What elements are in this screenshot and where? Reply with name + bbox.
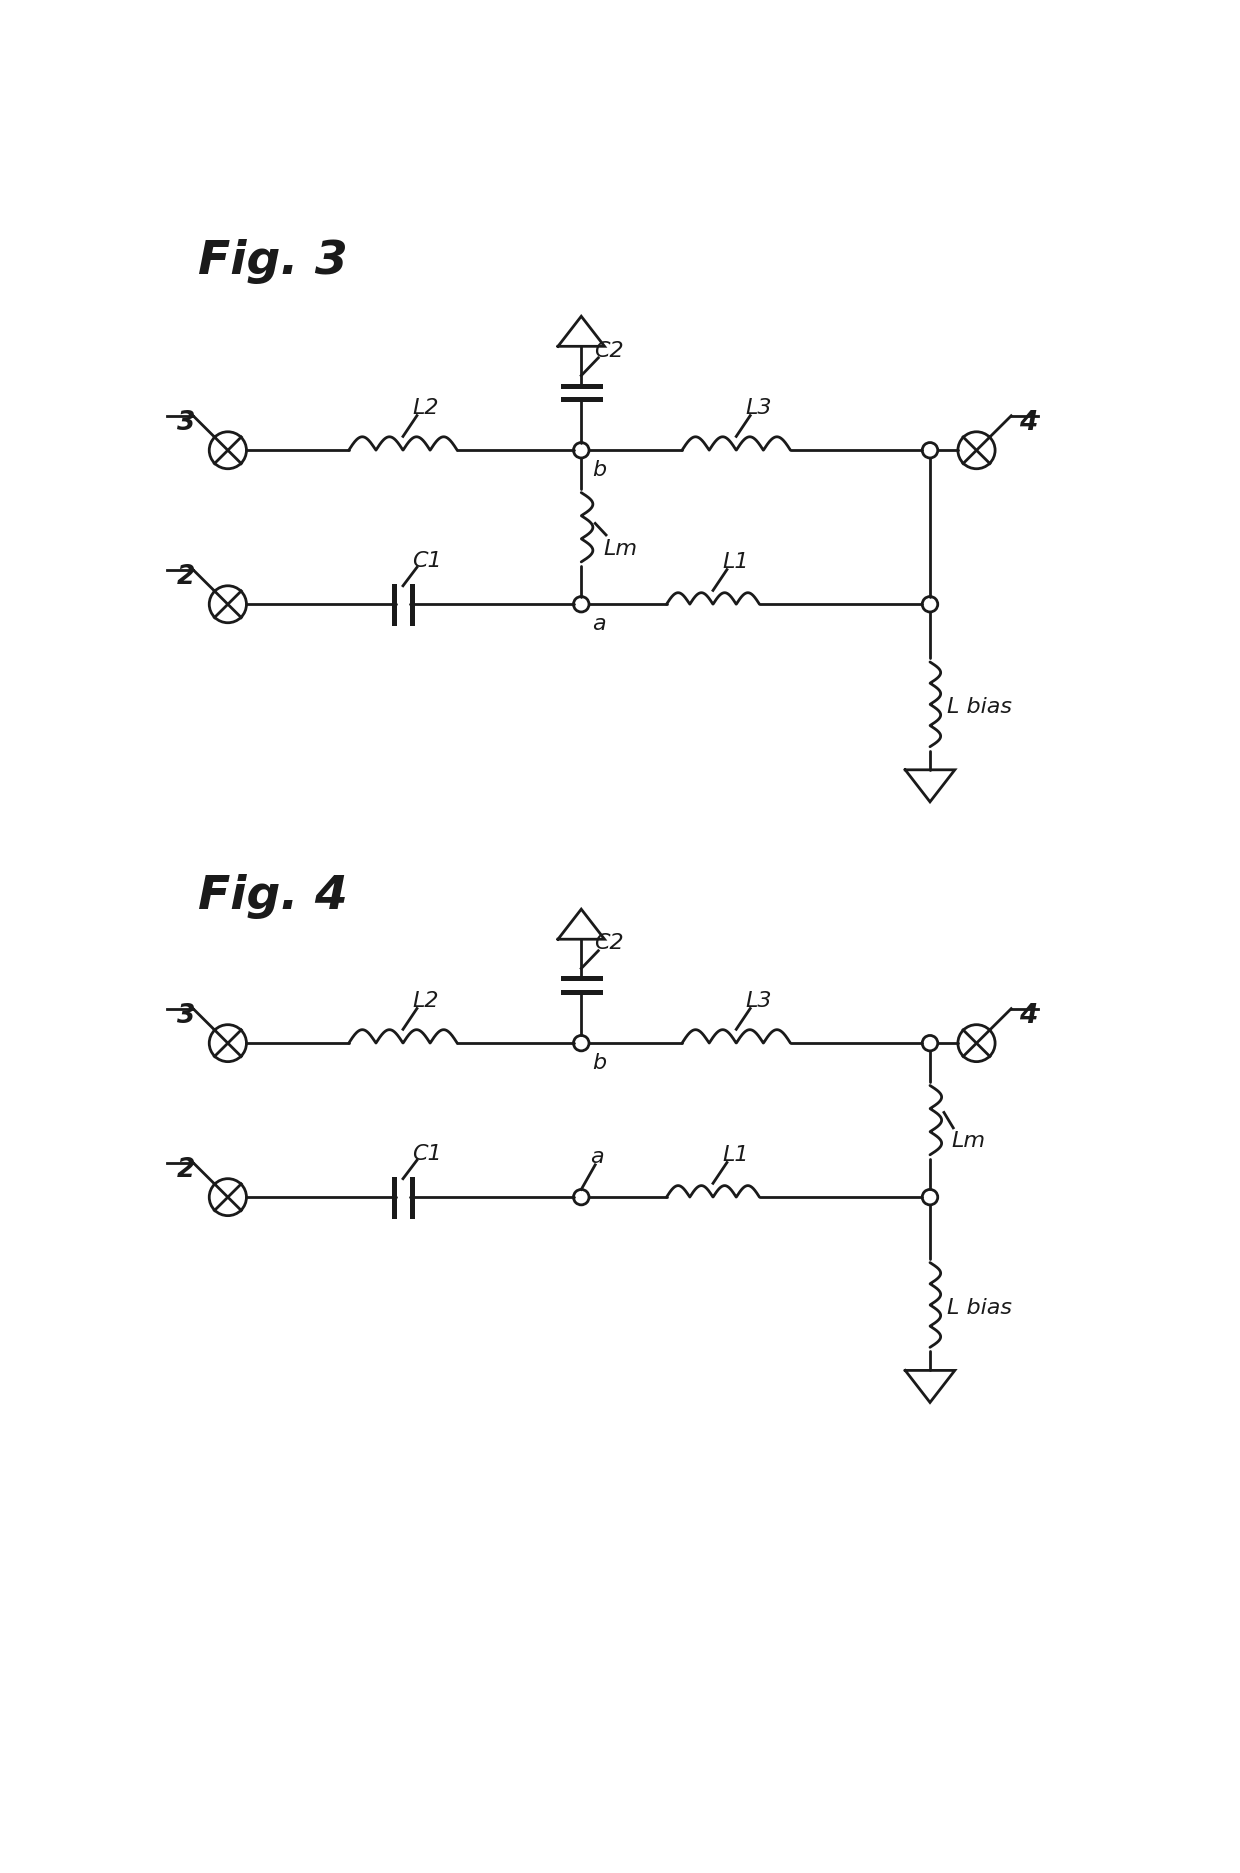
Text: 4: 4 [1019,410,1038,435]
Text: L bias: L bias [947,1296,1012,1317]
Text: Lm: Lm [603,539,637,558]
Text: C1: C1 [412,551,441,571]
Text: 2: 2 [176,1156,195,1182]
Text: L3: L3 [745,991,773,1011]
Text: Lm: Lm [952,1129,986,1150]
Text: L2: L2 [412,991,439,1011]
Text: C2: C2 [594,933,624,953]
Text: a: a [590,1146,604,1167]
Text: C2: C2 [594,341,624,360]
Text: Fig. 3: Fig. 3 [197,240,347,285]
Text: L bias: L bias [947,697,1012,717]
Text: 3: 3 [176,1002,195,1028]
Text: Fig. 4: Fig. 4 [197,875,347,920]
Text: C1: C1 [412,1143,441,1163]
Text: 3: 3 [176,410,195,435]
Text: 2: 2 [176,564,195,590]
Text: b: b [591,459,606,479]
Text: L1: L1 [722,553,749,571]
Text: L1: L1 [722,1144,749,1165]
Text: L2: L2 [412,399,439,418]
Text: b: b [591,1053,606,1071]
Text: 4: 4 [1019,1002,1038,1028]
Text: L3: L3 [745,399,773,418]
Text: a: a [591,614,605,633]
